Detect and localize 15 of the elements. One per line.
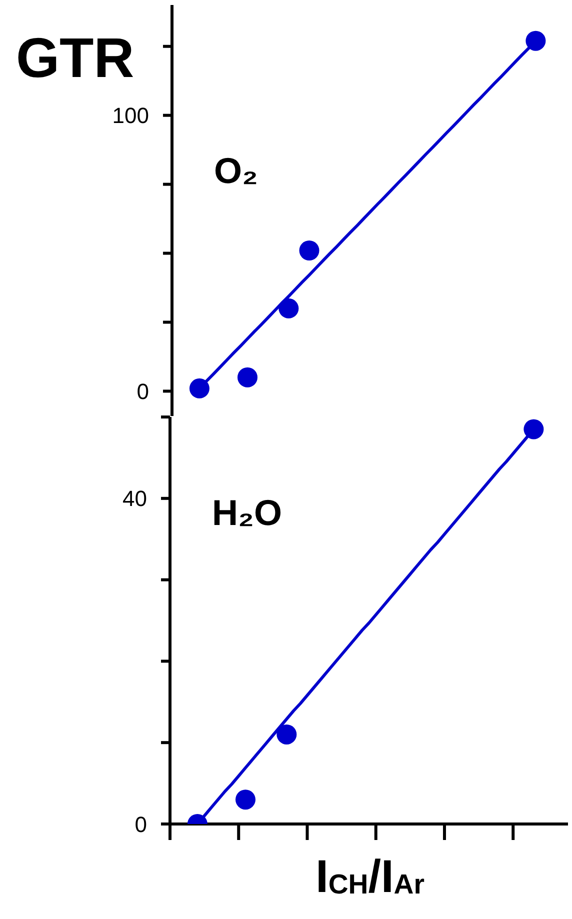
text: O₂: [214, 150, 258, 191]
point: [526, 30, 546, 51]
point: [524, 419, 544, 440]
y-axis-title: GTR: [16, 26, 134, 89]
point: [276, 724, 297, 744]
point: [278, 298, 299, 318]
y-tick-label: 0: [136, 378, 149, 404]
y-tick-label: 0: [134, 812, 147, 837]
y-tick-label: 40: [122, 486, 147, 512]
y-tick-label: 100: [112, 103, 149, 128]
text: H₂O: [212, 492, 282, 533]
point: [237, 367, 258, 388]
point: [189, 378, 210, 398]
point: [299, 240, 320, 260]
point: [235, 790, 256, 810]
